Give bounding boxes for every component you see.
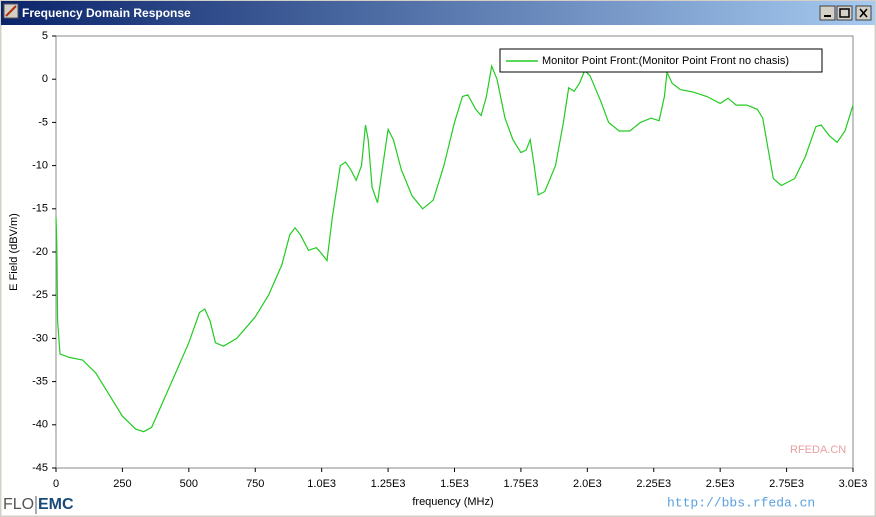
watermark-url: http://bbs.rfeda.cn [667, 495, 815, 510]
x-tick-label: 2.25E3 [636, 478, 671, 490]
x-tick-label: 2.0E3 [573, 478, 602, 490]
y-tick-label: 5 [42, 30, 48, 42]
x-tick-label: 1.5E3 [440, 478, 469, 490]
x-tick-label: 250 [113, 478, 131, 490]
y-tick-label: -45 [32, 462, 48, 474]
y-axis-label: E Field (dBV/m) [8, 213, 20, 291]
y-tick-label: -20 [32, 246, 48, 258]
y-tick-label: -40 [32, 419, 48, 431]
x-tick-label: 3.0E3 [839, 478, 868, 490]
x-tick-label: 1.25E3 [371, 478, 406, 490]
y-tick-label: -5 [38, 116, 48, 128]
x-tick-label: 1.75E3 [503, 478, 538, 490]
logo-flo: FLO [3, 496, 34, 513]
app-icon-glyph [5, 5, 17, 17]
close-glyph [859, 8, 868, 18]
legend-label: Monitor Point Front:(Monitor Point Front… [542, 55, 789, 67]
y-tick-label: -25 [32, 289, 48, 301]
y-tick-label: -30 [32, 332, 48, 344]
maximize-glyph [839, 8, 850, 18]
window-buttons [819, 5, 872, 21]
data-line [55, 64, 854, 433]
x-tick-label: 1.0E3 [307, 478, 336, 490]
watermark: RFEDA.CN [790, 444, 846, 456]
window-title: Frequency Domain Response [22, 6, 191, 20]
x-tick-label: 750 [246, 478, 264, 490]
logo-emc: EMC [38, 496, 74, 513]
title-bar [1, 1, 875, 25]
x-tick-label: 2.75E3 [769, 478, 804, 490]
y-tick-label: -15 [32, 203, 48, 215]
y-tick-label: 0 [42, 73, 48, 85]
x-axis-label: frequency (MHz) [412, 496, 493, 508]
y-tick-label: -35 [32, 376, 48, 388]
minimize-button[interactable] [819, 5, 836, 21]
legend-box [499, 48, 823, 73]
x-tick-label: 500 [180, 478, 198, 490]
x-tick-label: 0 [53, 478, 59, 490]
y-tick-label: -10 [32, 160, 48, 172]
x-tick-label: 2.5E3 [706, 478, 735, 490]
